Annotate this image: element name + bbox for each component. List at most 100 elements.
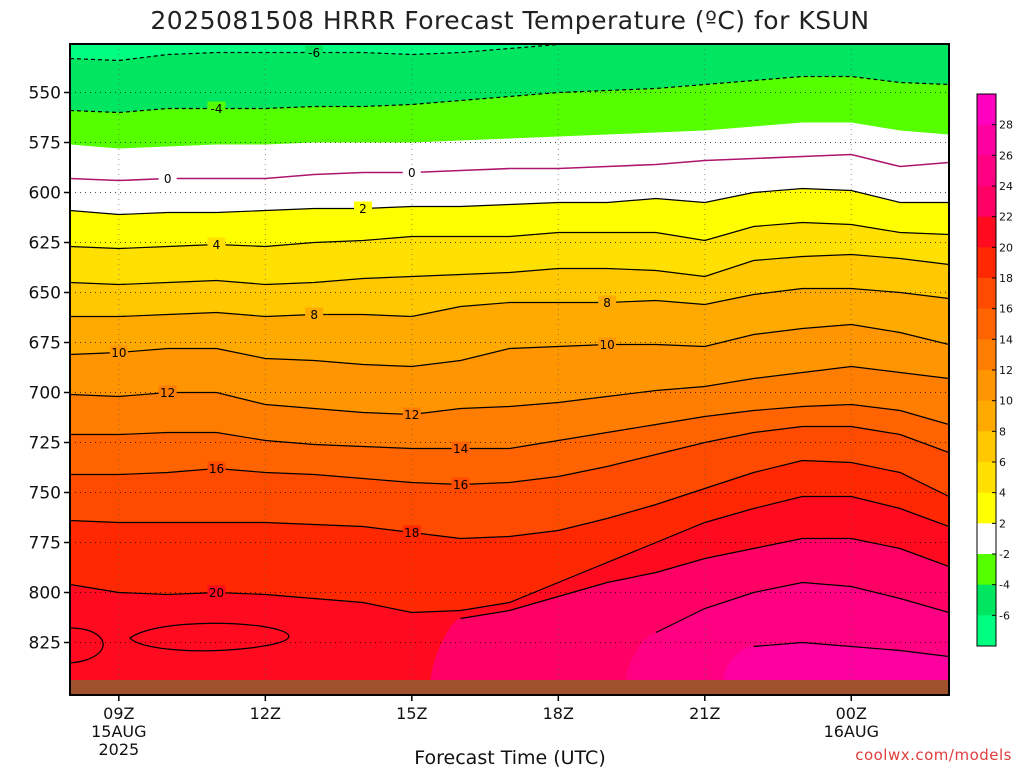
x-tick-label: 21Z bbox=[689, 704, 720, 723]
isotherm-label: 10 bbox=[599, 338, 614, 352]
y-tick-label: 750 bbox=[29, 484, 61, 504]
isotherm-label: 8 bbox=[603, 296, 611, 310]
colorbar-tick-label: 2 bbox=[999, 517, 1006, 530]
chart-title: 2025081508 HRRR Forecast Temperature (ºC… bbox=[150, 6, 869, 35]
colorbar-tick-label: 20 bbox=[999, 241, 1013, 254]
warm-pocket-fill bbox=[130, 623, 289, 651]
isotherm-label: 16 bbox=[453, 478, 468, 492]
isotherm-label: 12 bbox=[404, 408, 419, 422]
colorbar-swatch bbox=[977, 523, 996, 555]
plot-frame bbox=[69, 43, 950, 696]
colorbar-swatch bbox=[977, 370, 996, 402]
isotherm-label: 16 bbox=[209, 462, 224, 476]
isotherm-label-bg bbox=[598, 295, 617, 310]
isotherm-line-6 bbox=[70, 253, 949, 286]
isotherm-line-18 bbox=[70, 459, 949, 540]
isotherm-label-bg bbox=[353, 201, 372, 216]
x-tick-sublabel: 16AUG bbox=[824, 722, 879, 741]
colorbar-swatch bbox=[977, 492, 996, 524]
colorbar-tick-label: 18 bbox=[999, 272, 1013, 285]
colorbar-tick-label: 16 bbox=[999, 303, 1013, 316]
x-tick-label: 09Z bbox=[103, 704, 134, 723]
isotherm-line-8 bbox=[70, 287, 949, 318]
colorbar-swatch bbox=[977, 155, 996, 187]
isotherm-label: 14 bbox=[453, 442, 468, 456]
grid-lines bbox=[70, 44, 949, 680]
isotherm-labels: -6-400248810101212141616182020 bbox=[109, 45, 617, 600]
isotherm-label: 20 bbox=[209, 586, 224, 600]
isotherm-label-bg bbox=[207, 101, 226, 116]
credit-text: coolwx.com/models bbox=[855, 746, 1012, 764]
isotherm-line-26 bbox=[753, 641, 949, 658]
colorbar-swatch bbox=[977, 94, 996, 126]
warm-pocket-fill-edge bbox=[70, 628, 104, 663]
x-tick-label: 00Z bbox=[836, 704, 867, 723]
isotherm-label-bg bbox=[207, 237, 226, 252]
y-tick-label: 575 bbox=[29, 134, 61, 154]
isotherm-label-bg bbox=[158, 385, 177, 400]
colorbar-tick-label: -4 bbox=[999, 579, 1010, 592]
y-tick-label: 800 bbox=[29, 584, 61, 604]
colorbar-tick-label: 24 bbox=[999, 180, 1013, 193]
warm-pocket-line bbox=[129, 622, 290, 652]
isotherm-label: -6 bbox=[308, 46, 320, 60]
colorbar-swatch bbox=[977, 400, 996, 432]
y-tick-label: 700 bbox=[29, 384, 61, 404]
isotherm-line-22 bbox=[460, 537, 949, 620]
isotherm-label-bg bbox=[158, 171, 177, 186]
isotherm-label: 8 bbox=[310, 308, 318, 322]
isotherm-label-bg bbox=[109, 345, 128, 360]
warm-pocket-line-edge bbox=[70, 627, 104, 664]
y-tick-label: 650 bbox=[29, 284, 61, 304]
x-tick-label: 18Z bbox=[543, 704, 574, 723]
colorbar-tick-label: 8 bbox=[999, 425, 1006, 438]
y-axis: 550 575 600 625 650 675 700 725 750 775 800 825 bbox=[29, 84, 70, 654]
y-tick-label: 675 bbox=[29, 334, 61, 354]
isotherm-label-bg bbox=[598, 337, 617, 352]
isotherm-line-0 bbox=[70, 153, 949, 182]
colorbar-swatch bbox=[977, 124, 996, 156]
isotherm-label: 4 bbox=[213, 238, 221, 252]
colorbar-tick-label: 28 bbox=[999, 119, 1013, 132]
x-tick-label: 12Z bbox=[250, 704, 281, 723]
isotherm-label-bg bbox=[451, 477, 470, 492]
y-tick-label: 600 bbox=[29, 184, 61, 204]
isotherm-label-bg bbox=[402, 525, 421, 540]
y-tick-label: 550 bbox=[29, 84, 61, 104]
colorbar-swatch bbox=[977, 615, 996, 647]
isotherm-label-bg bbox=[402, 165, 421, 180]
isotherm-label: -4 bbox=[211, 102, 223, 116]
y-tick-label: 825 bbox=[29, 634, 61, 654]
colorbar-tick-label: 10 bbox=[999, 395, 1013, 408]
isotherm-label: 2 bbox=[359, 202, 367, 216]
isotherm-label: 18 bbox=[404, 526, 419, 540]
isotherm-label: 0 bbox=[408, 166, 416, 180]
isotherm-label-bg bbox=[402, 407, 421, 422]
isotherm-label-bg bbox=[207, 585, 226, 600]
colorbar-tick-label: 22 bbox=[999, 211, 1013, 224]
isotherm-line-10 bbox=[70, 323, 949, 368]
colorbar-swatch bbox=[977, 278, 996, 310]
colorbar-tick-label: 26 bbox=[999, 149, 1013, 162]
colorbar-swatch bbox=[977, 247, 996, 279]
colorbar-swatch bbox=[977, 308, 996, 340]
isotherm-label: 12 bbox=[160, 386, 175, 400]
colorbar-tick-label: 6 bbox=[999, 456, 1006, 469]
isotherm-label-bg bbox=[451, 441, 470, 456]
colorbar-swatch bbox=[977, 431, 996, 463]
ground-fill bbox=[70, 680, 949, 695]
isotherm-line-12 bbox=[70, 365, 949, 416]
colorbar-swatch bbox=[977, 186, 996, 218]
isotherm-label-bg bbox=[207, 461, 226, 476]
isotherm-label-bg bbox=[305, 45, 324, 60]
colorbar-tick-label: 14 bbox=[999, 333, 1013, 346]
colorbar-swatch bbox=[977, 339, 996, 371]
colorbar-tick-label: -6 bbox=[999, 609, 1010, 622]
isotherm-label: 10 bbox=[111, 346, 126, 360]
x-tick-sublabel: 15AUG bbox=[91, 722, 146, 741]
y-tick-label: 725 bbox=[29, 434, 61, 454]
x-tick-sublabel: 2025 bbox=[98, 740, 139, 759]
